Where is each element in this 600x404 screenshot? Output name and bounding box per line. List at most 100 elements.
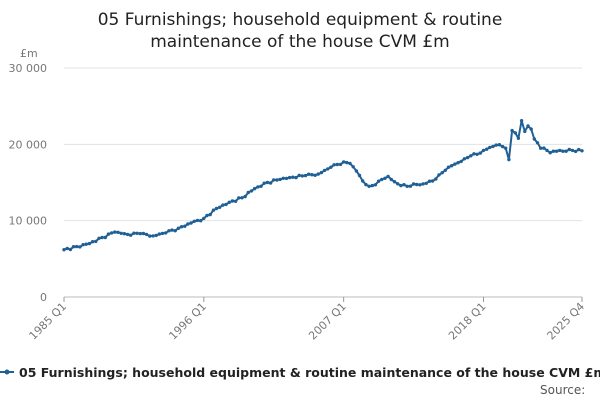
data-point[interactable]	[427, 179, 432, 183]
data-point[interactable]	[148, 234, 152, 238]
data-point[interactable]	[303, 173, 308, 178]
data-point[interactable]	[491, 144, 495, 149]
data-point[interactable]	[100, 235, 104, 240]
data-point[interactable]	[84, 242, 88, 246]
data-point[interactable]	[122, 232, 127, 236]
data-point[interactable]	[383, 176, 387, 180]
data-point[interactable]	[500, 144, 505, 149]
data-point[interactable]	[456, 161, 460, 165]
data-point[interactable]	[173, 229, 177, 233]
data-point[interactable]	[376, 179, 381, 183]
data-point[interactable]	[81, 243, 85, 247]
data-point[interactable]	[291, 175, 295, 179]
data-point[interactable]	[345, 160, 349, 165]
data-point[interactable]	[62, 248, 66, 252]
data-point[interactable]	[342, 160, 346, 164]
data-point[interactable]	[221, 203, 225, 207]
data-point[interactable]	[103, 235, 108, 240]
data-point[interactable]	[240, 196, 244, 200]
data-point[interactable]	[233, 199, 238, 203]
data-point[interactable]	[551, 149, 556, 153]
data-point[interactable]	[421, 182, 425, 186]
data-point[interactable]	[494, 143, 498, 147]
data-point[interactable]	[208, 212, 212, 217]
data-point[interactable]	[485, 147, 489, 151]
data-point[interactable]	[179, 225, 184, 229]
data-point[interactable]	[567, 147, 571, 152]
data-point[interactable]	[459, 159, 463, 164]
data-point[interactable]	[561, 149, 565, 153]
data-point[interactable]	[186, 222, 190, 226]
data-point[interactable]	[548, 151, 552, 155]
data-point[interactable]	[119, 231, 123, 235]
data-point[interactable]	[526, 124, 530, 128]
data-point[interactable]	[138, 231, 142, 236]
data-point[interactable]	[265, 180, 270, 185]
data-point[interactable]	[281, 176, 285, 180]
data-point[interactable]	[75, 244, 79, 249]
data-point[interactable]	[516, 136, 521, 140]
data-point[interactable]	[570, 148, 575, 153]
data-point[interactable]	[157, 232, 161, 236]
data-point[interactable]	[348, 161, 352, 166]
data-point[interactable]	[440, 171, 444, 175]
data-point[interactable]	[354, 169, 359, 173]
data-point[interactable]	[164, 231, 168, 235]
data-point[interactable]	[326, 167, 330, 171]
data-point[interactable]	[202, 216, 206, 221]
data-point[interactable]	[554, 149, 559, 153]
data-point[interactable]	[478, 151, 482, 155]
data-point[interactable]	[195, 218, 200, 223]
data-point[interactable]	[361, 179, 365, 183]
data-point[interactable]	[402, 183, 406, 187]
data-point[interactable]	[160, 231, 165, 236]
data-point[interactable]	[523, 129, 527, 134]
data-point[interactable]	[437, 173, 441, 177]
data-point[interactable]	[338, 162, 343, 167]
data-point[interactable]	[87, 241, 92, 246]
data-point[interactable]	[211, 208, 216, 212]
data-point[interactable]	[373, 183, 378, 187]
data-point[interactable]	[284, 176, 289, 181]
data-point[interactable]	[68, 247, 73, 252]
data-point[interactable]	[424, 181, 428, 185]
data-point[interactable]	[357, 173, 362, 178]
data-point[interactable]	[507, 157, 511, 162]
data-point[interactable]	[488, 145, 492, 150]
data-point[interactable]	[434, 177, 438, 181]
data-point[interactable]	[214, 206, 219, 211]
data-point[interactable]	[294, 175, 298, 180]
data-point[interactable]	[272, 178, 276, 182]
legend[interactable]: 05 Furnishings; household equipment & ro…	[0, 365, 600, 380]
data-point[interactable]	[249, 189, 254, 193]
data-point[interactable]	[329, 165, 333, 169]
data-point[interactable]	[256, 185, 260, 189]
data-point[interactable]	[396, 182, 400, 186]
data-point[interactable]	[535, 141, 540, 145]
data-point[interactable]	[453, 162, 457, 166]
data-point[interactable]	[418, 183, 422, 187]
data-point[interactable]	[319, 170, 324, 175]
data-point[interactable]	[237, 196, 241, 200]
data-point[interactable]	[497, 143, 502, 147]
data-point[interactable]	[408, 184, 413, 188]
data-point[interactable]	[259, 184, 263, 188]
data-point[interactable]	[446, 165, 451, 169]
data-point[interactable]	[450, 164, 454, 168]
data-point[interactable]	[205, 213, 209, 218]
data-point[interactable]	[532, 137, 536, 141]
data-point[interactable]	[313, 173, 317, 177]
data-point[interactable]	[389, 177, 393, 182]
data-point[interactable]	[199, 219, 203, 223]
data-point[interactable]	[170, 228, 174, 232]
data-point[interactable]	[253, 186, 257, 191]
data-point[interactable]	[386, 174, 390, 179]
data-point[interactable]	[154, 233, 158, 238]
data-point[interactable]	[415, 182, 419, 187]
data-point[interactable]	[278, 177, 282, 182]
data-point[interactable]	[268, 181, 273, 185]
data-point[interactable]	[481, 148, 486, 153]
data-point[interactable]	[243, 194, 247, 199]
data-point[interactable]	[405, 184, 409, 188]
data-point[interactable]	[364, 182, 368, 187]
